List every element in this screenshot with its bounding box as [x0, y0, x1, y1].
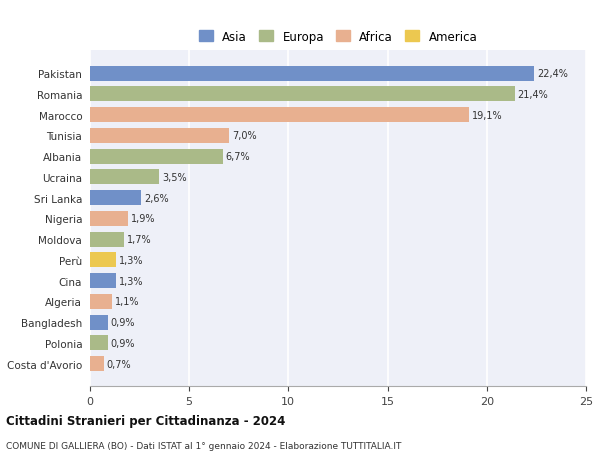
- Text: 1,7%: 1,7%: [127, 235, 151, 245]
- Bar: [90, 149, 223, 164]
- Bar: [90, 212, 128, 226]
- Text: Cittadini Stranieri per Cittadinanza - 2024: Cittadini Stranieri per Cittadinanza - 2…: [6, 414, 286, 427]
- Text: 0,7%: 0,7%: [107, 359, 131, 369]
- Text: 22,4%: 22,4%: [538, 69, 568, 79]
- Bar: [90, 315, 107, 330]
- Text: 1,9%: 1,9%: [131, 214, 155, 224]
- Text: 0,9%: 0,9%: [110, 338, 135, 348]
- Bar: [90, 190, 142, 206]
- Text: 7,0%: 7,0%: [232, 131, 256, 141]
- Text: 0,9%: 0,9%: [110, 317, 135, 327]
- Text: 2,6%: 2,6%: [145, 193, 169, 203]
- Bar: [90, 274, 116, 288]
- Bar: [90, 170, 159, 185]
- Bar: [90, 108, 469, 123]
- Text: 1,3%: 1,3%: [119, 276, 143, 286]
- Text: 1,1%: 1,1%: [115, 297, 139, 307]
- Text: 3,5%: 3,5%: [162, 173, 187, 182]
- Text: 19,1%: 19,1%: [472, 110, 503, 120]
- Text: COMUNE DI GALLIERA (BO) - Dati ISTAT al 1° gennaio 2024 - Elaborazione TUTTITALI: COMUNE DI GALLIERA (BO) - Dati ISTAT al …: [6, 441, 401, 450]
- Bar: [90, 356, 104, 371]
- Text: 6,7%: 6,7%: [226, 152, 250, 162]
- Bar: [90, 294, 112, 309]
- Bar: [90, 253, 116, 268]
- Text: 1,3%: 1,3%: [119, 255, 143, 265]
- Bar: [90, 232, 124, 247]
- Text: 21,4%: 21,4%: [518, 90, 548, 100]
- Legend: Asia, Europa, Africa, America: Asia, Europa, Africa, America: [195, 27, 481, 47]
- Bar: [90, 87, 515, 102]
- Bar: [90, 129, 229, 144]
- Bar: [90, 336, 107, 351]
- Bar: [90, 67, 535, 81]
